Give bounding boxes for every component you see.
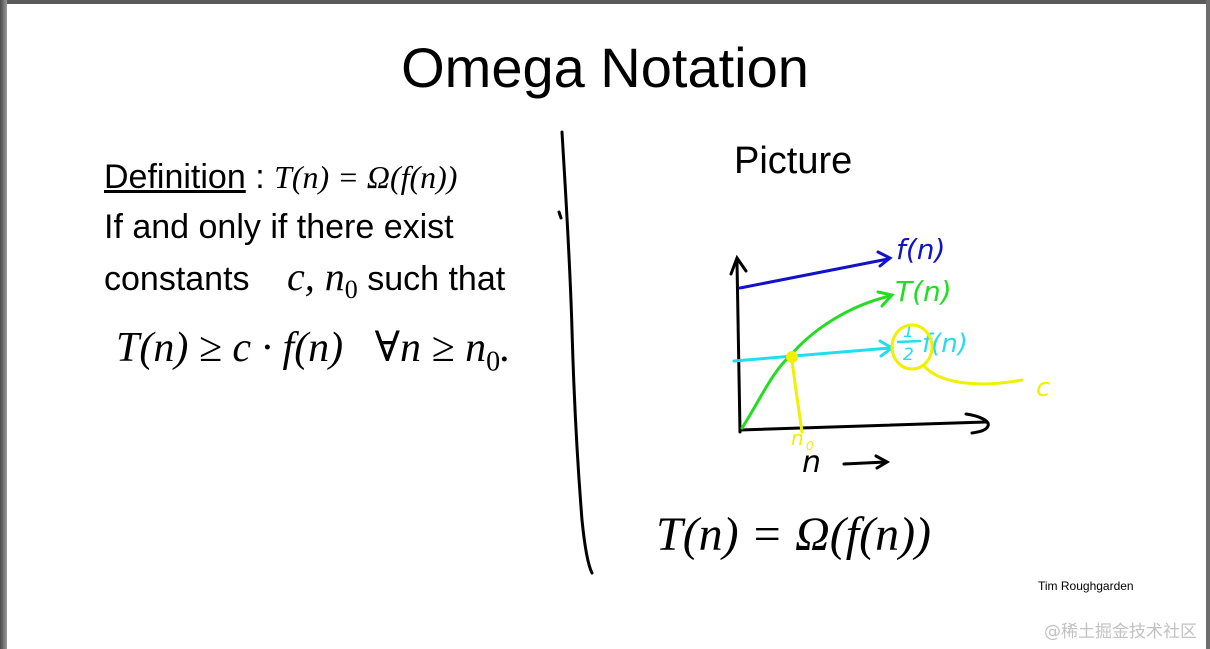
author-credit: Tim Roughgarden xyxy=(1038,579,1134,593)
window-frame-right xyxy=(1206,0,1210,649)
window-frame-top xyxy=(0,0,1210,4)
intersection-point xyxy=(786,351,798,363)
t-curve xyxy=(740,294,892,430)
divider-stroke xyxy=(560,130,594,575)
such-that-text: such that xyxy=(367,260,506,298)
n0-subscript: 0 xyxy=(806,439,814,453)
window-frame-left xyxy=(0,0,7,649)
t-arrowhead xyxy=(876,290,895,308)
definition-text-line2: constants c, n0 such that xyxy=(104,252,505,315)
n0-drop-line xyxy=(790,358,804,434)
y-axis-arrowhead xyxy=(729,254,748,276)
x-axis-arrowhead xyxy=(964,412,990,435)
x-axis-label-arrowhead xyxy=(874,454,891,470)
picture-label: Picture xyxy=(734,140,853,182)
half-numerator: 1 xyxy=(903,322,914,342)
inequality-subscript: 0 xyxy=(486,346,501,378)
definition-line: Definition : T(n) = Ω(f(n)) xyxy=(104,152,457,202)
f-arrowhead xyxy=(876,250,893,268)
x-axis xyxy=(738,420,988,432)
omega-result-formula: T(n) = Ω(f(n)) xyxy=(656,508,932,561)
c-pointer xyxy=(922,364,1024,386)
definition-text-line1: If and only if there exist xyxy=(104,208,454,246)
divider-tick xyxy=(557,210,563,220)
half-f-curve xyxy=(732,346,892,363)
x-axis-label: n xyxy=(802,445,821,480)
t-label: T(n) xyxy=(895,275,952,308)
definition-math: T(n) = Ω(f(n)) xyxy=(274,159,458,195)
half-denominator: 2 xyxy=(903,345,914,365)
n0-label: n xyxy=(791,426,804,450)
c-highlight-circle xyxy=(890,323,934,371)
y-axis xyxy=(735,260,742,434)
f-label: f(n) xyxy=(896,233,945,266)
constants-subscript: 0 xyxy=(344,274,358,304)
half-fraction-bar xyxy=(896,339,922,344)
constants-math: c, n xyxy=(286,254,345,299)
watermark: @稀土掘金技术社区 xyxy=(1044,622,1197,642)
inequality-text: T(n) ≥ c · f(n) ∀n ≥ n xyxy=(116,325,487,371)
x-axis-label-arrow xyxy=(842,460,888,466)
slide-title: Omega Notation xyxy=(401,36,809,99)
constants-word: constants xyxy=(104,260,250,298)
definition-separator: : xyxy=(245,158,275,196)
f-curve xyxy=(738,257,890,290)
omega-inequality: T(n) ≥ c · f(n) ∀n ≥ n0. xyxy=(116,325,511,378)
c-label: c xyxy=(1036,373,1050,403)
definition-label: Definition xyxy=(104,158,246,196)
